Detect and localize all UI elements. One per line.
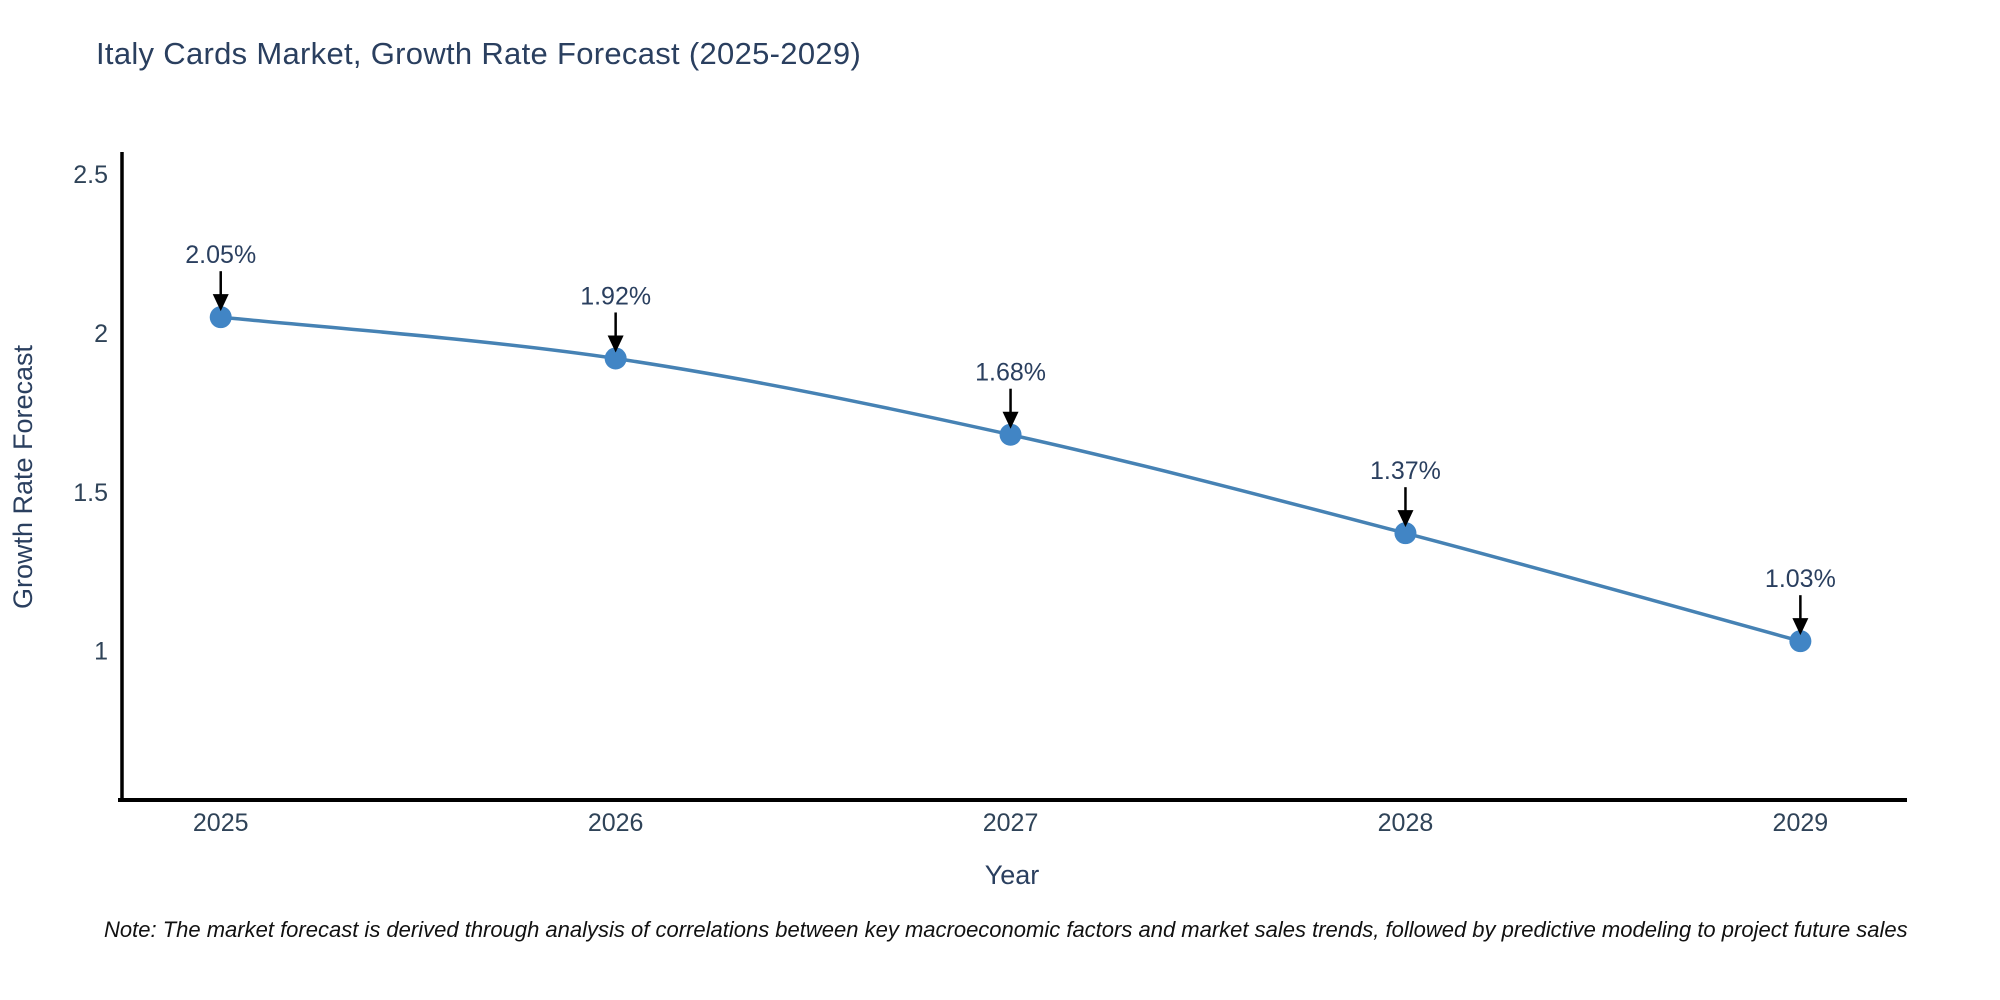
data-point-label: 2.05% <box>185 241 256 269</box>
chart-title: Italy Cards Market, Growth Rate Forecast… <box>96 36 862 71</box>
data-point-marker <box>604 347 627 370</box>
y-tick-label: 2.5 <box>73 161 108 189</box>
annotation-arrow-head <box>1002 411 1019 429</box>
annotation-arrow-head <box>212 294 229 312</box>
y-tick-label: 1 <box>94 638 108 666</box>
x-tick-label: 2026 <box>588 809 644 837</box>
chart-footnote: Note: The market forecast is derived thr… <box>104 917 1908 942</box>
data-point-marker <box>999 423 1022 446</box>
y-tick-label: 2 <box>94 320 108 348</box>
x-tick-label: 2028 <box>1378 809 1434 837</box>
x-tick-label: 2025 <box>193 809 249 837</box>
data-point-marker <box>209 306 232 329</box>
data-point-label: 1.68% <box>975 359 1046 387</box>
y-axis-title: Growth Rate Forecast <box>8 344 38 610</box>
data-point-marker <box>1394 522 1417 545</box>
annotation-arrow-head <box>607 335 624 353</box>
y-tick-label: 1.5 <box>73 479 108 507</box>
data-point-label: 1.03% <box>1765 565 1836 593</box>
x-tick-label: 2029 <box>1773 809 1829 837</box>
data-point-marker <box>1789 630 1812 653</box>
data-point-label: 1.92% <box>580 282 651 310</box>
annotation-arrow-head <box>1397 510 1414 528</box>
x-tick-label: 2027 <box>983 809 1039 837</box>
data-point-label: 1.37% <box>1370 457 1441 485</box>
annotation-arrow-head <box>1792 618 1809 636</box>
x-axis-title: Year <box>984 860 1040 890</box>
